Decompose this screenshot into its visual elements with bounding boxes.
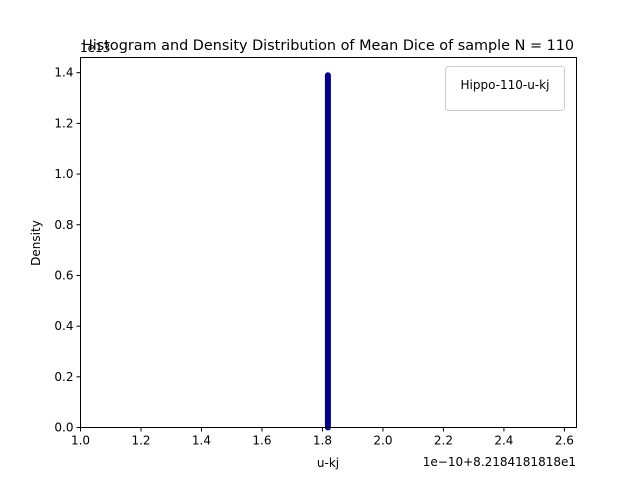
axes-frame bbox=[80, 57, 577, 428]
y-axis-label: Density bbox=[29, 220, 43, 266]
y-axis-offset-label: 1e13 bbox=[80, 41, 110, 55]
legend-label: Hippo-110-u-kj bbox=[461, 78, 550, 92]
x-tick-label: 2.4 bbox=[494, 434, 513, 448]
y-tick-label: 0.6 bbox=[54, 268, 73, 282]
chart-title: Histogram and Density Distribution of Me… bbox=[82, 38, 574, 54]
x-axis-label: u-kj bbox=[317, 456, 339, 470]
x-tick-label: 2.6 bbox=[555, 434, 574, 448]
x-tick-label: 1.2 bbox=[131, 434, 150, 448]
x-tick-label: 2.0 bbox=[373, 434, 392, 448]
y-tick-label: 0.8 bbox=[54, 218, 73, 232]
legend-box bbox=[445, 66, 565, 111]
y-tick-label: 1.2 bbox=[54, 116, 73, 130]
y-tick-label: 1.0 bbox=[54, 167, 73, 181]
y-axis-ticks: 0.0 0.2 0.4 0.6 0.8 1.0 1.2 1.4 bbox=[54, 66, 81, 435]
y-tick-label: 0.0 bbox=[54, 421, 73, 435]
axes: 1.0 1.2 1.4 1.6 1.8 2.0 2.2 2.4 2.6 0.0 0.2 0.4 0.6… bbox=[54, 57, 577, 448]
x-tick-label: 1.8 bbox=[313, 434, 332, 448]
x-axis-offset-label: 1e−10+8.2184181818e1 bbox=[423, 455, 576, 469]
x-tick-label: 1.4 bbox=[192, 434, 211, 448]
legend: Hippo-110-u-kj bbox=[445, 66, 565, 111]
y-tick-label: 0.4 bbox=[54, 319, 73, 333]
y-tick-label: 0.2 bbox=[54, 370, 73, 384]
x-tick-label: 2.2 bbox=[434, 434, 453, 448]
x-axis-ticks: 1.0 1.2 1.4 1.6 1.8 2.0 2.2 2.4 2.6 bbox=[71, 427, 574, 448]
y-tick-label: 1.4 bbox=[54, 66, 73, 80]
x-tick-label: 1.6 bbox=[252, 434, 271, 448]
x-tick-label: 1.0 bbox=[71, 434, 90, 448]
